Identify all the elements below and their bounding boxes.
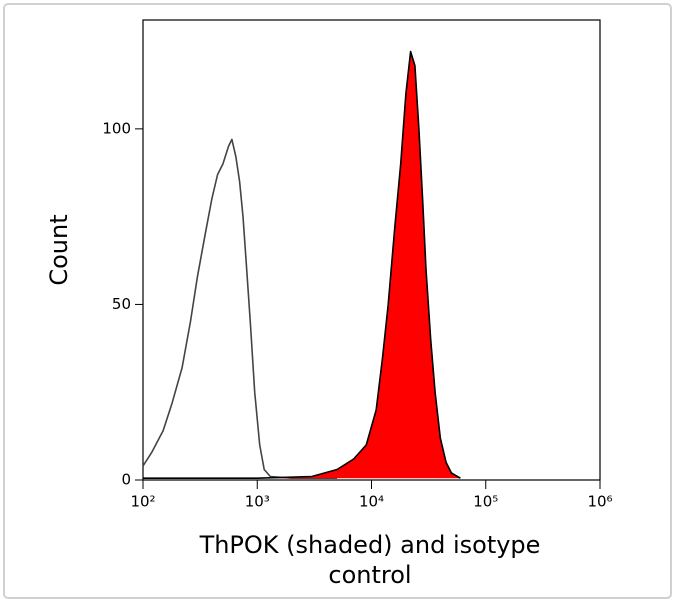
y-tick-label: 0 bbox=[121, 471, 131, 489]
x-tick-label: 10³ bbox=[245, 493, 270, 511]
x-tick-label: 10⁴ bbox=[359, 493, 384, 511]
plot-frame bbox=[142, 19, 601, 481]
x-tick-label: 10⁵ bbox=[473, 493, 498, 511]
frame bbox=[3, 3, 672, 599]
x-axis-label: ThPOK (shaded) and isotype control bbox=[199, 531, 541, 589]
x-tick-label: 10² bbox=[130, 493, 155, 511]
y-axis-label: Count bbox=[45, 214, 73, 285]
x-tick-label: 10⁶ bbox=[587, 493, 612, 511]
filled-histogram bbox=[143, 50, 461, 479]
y-tick-label: 50 bbox=[112, 295, 131, 313]
y-tick-label: 100 bbox=[102, 119, 131, 137]
histogram-line bbox=[142, 138, 338, 479]
